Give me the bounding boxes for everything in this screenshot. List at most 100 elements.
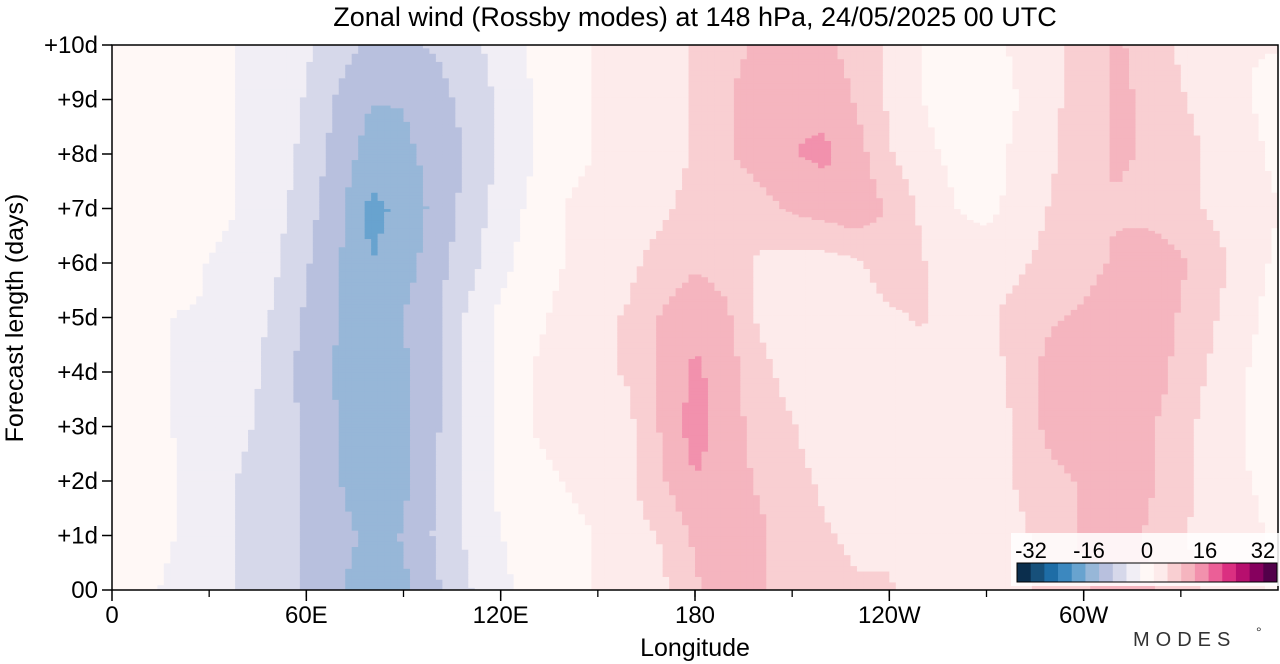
field-cell — [157, 546, 165, 550]
field-cell — [273, 587, 282, 590]
field-cell — [928, 568, 936, 572]
field-cell — [805, 568, 813, 572]
field-cell — [209, 562, 217, 567]
field-cell — [124, 581, 133, 586]
field-cell — [604, 565, 612, 569]
field-cell — [727, 565, 735, 569]
field-cell — [967, 587, 975, 590]
field-cell — [772, 560, 780, 564]
field-cell — [286, 587, 294, 590]
field-cell — [248, 570, 256, 575]
field-cell — [461, 581, 469, 586]
field-cell — [772, 573, 780, 577]
field-cell — [856, 562, 865, 567]
field-cell — [772, 562, 780, 567]
field-cell — [682, 584, 690, 588]
field-cell — [895, 568, 903, 572]
field-cell — [785, 562, 793, 567]
field-cell — [345, 565, 353, 569]
field-cell — [707, 584, 716, 588]
field-cell — [779, 560, 787, 564]
field-cell — [384, 573, 392, 577]
field-cell — [209, 546, 217, 550]
field-cell — [202, 546, 210, 550]
field-cell — [779, 576, 787, 580]
field-cell — [759, 557, 767, 561]
field-cell — [137, 546, 145, 550]
field-cell — [707, 551, 716, 556]
field-cell — [157, 579, 165, 583]
field-cell — [746, 562, 754, 567]
field-cell — [928, 546, 936, 550]
field-cell — [170, 546, 178, 550]
field-cell — [675, 554, 683, 558]
field-cell — [144, 587, 152, 590]
field-cell — [772, 581, 780, 586]
field-cell — [850, 576, 858, 580]
field-cell — [746, 579, 754, 583]
field-cell — [675, 579, 683, 583]
field-cell — [669, 546, 677, 550]
field-cell — [280, 565, 288, 569]
field-cell — [992, 579, 1001, 583]
field-cell — [753, 565, 761, 569]
field-cell — [163, 554, 171, 558]
field-cell — [766, 579, 774, 583]
field-cell — [312, 565, 320, 569]
field-cell — [299, 551, 307, 556]
field-cell — [351, 557, 359, 561]
field-cell — [986, 560, 994, 564]
field-cell — [785, 568, 793, 572]
field-cell — [286, 551, 294, 556]
field-cell — [280, 584, 288, 588]
field-cell — [1129, 587, 1137, 590]
field-cell — [571, 551, 579, 556]
field-cell — [112, 570, 120, 575]
field-cell — [740, 562, 748, 567]
field-cell — [837, 573, 845, 577]
field-cell — [442, 554, 450, 558]
field-cell — [202, 573, 210, 577]
field-cell — [468, 551, 476, 556]
field-cell — [377, 554, 385, 558]
field-cell — [422, 584, 431, 588]
field-cell — [455, 579, 463, 583]
field-cell — [228, 551, 236, 556]
field-cell — [494, 581, 502, 586]
field-cell — [805, 570, 813, 575]
field-cell — [1018, 584, 1026, 588]
field-cell — [442, 546, 450, 550]
field-cell — [241, 573, 249, 577]
field-cell — [688, 546, 696, 550]
field-cell — [740, 576, 748, 580]
field-cell — [241, 568, 249, 572]
field-cell — [980, 581, 988, 586]
field-cell — [228, 584, 236, 588]
field-cell — [358, 562, 366, 567]
field-cell — [319, 565, 327, 569]
field-cell — [209, 587, 217, 590]
field-cell — [280, 568, 288, 572]
field-cell — [325, 579, 333, 583]
field-cell — [785, 573, 793, 577]
field-cell — [805, 573, 813, 577]
field-cell — [468, 573, 476, 577]
field-cell — [630, 584, 638, 588]
field-cell — [850, 554, 858, 558]
field-cell — [435, 587, 443, 590]
field-cell — [610, 587, 618, 590]
field-cell — [954, 565, 962, 569]
field-cell — [235, 584, 243, 588]
field-cell — [196, 551, 204, 556]
field-cell — [260, 581, 269, 586]
field-cell — [1232, 584, 1240, 588]
field-cell — [358, 565, 366, 569]
field-cell — [954, 573, 962, 577]
contour-field — [112, 45, 1278, 590]
field-cell — [960, 573, 968, 577]
field-cell — [371, 551, 379, 556]
field-cell — [500, 584, 508, 588]
field-cell — [960, 551, 968, 556]
field-cell — [707, 587, 716, 590]
field-cell — [831, 554, 839, 558]
